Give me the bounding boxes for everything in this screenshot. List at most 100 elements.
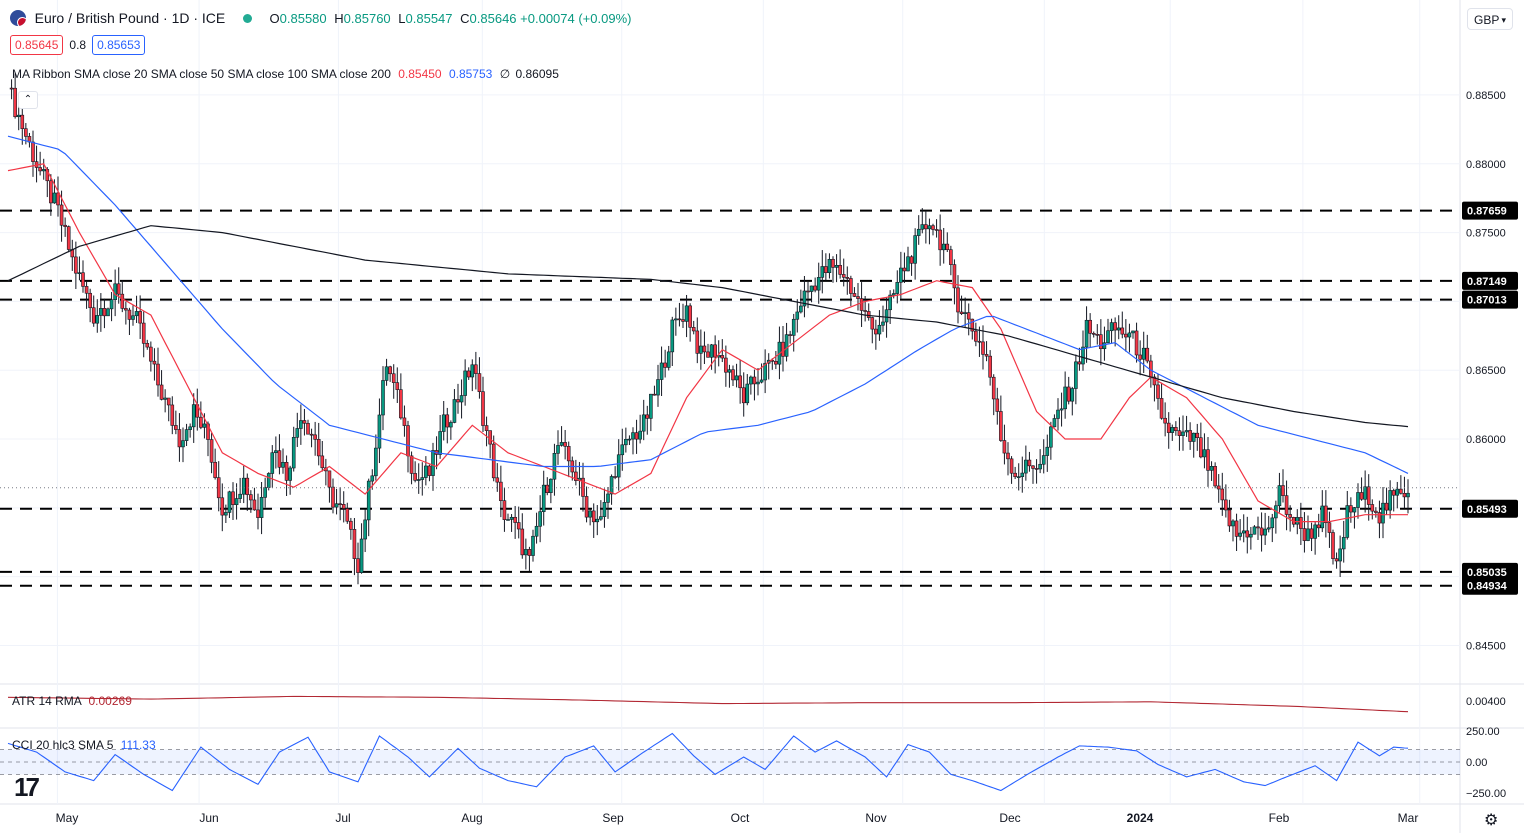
- candle: [1270, 513, 1275, 543]
- candle-body: [1181, 431, 1185, 436]
- candle-body: [106, 308, 110, 317]
- candle: [984, 341, 989, 362]
- candle-body: [1013, 472, 1017, 478]
- candle-body: [591, 510, 596, 523]
- level-badge: [1462, 576, 1518, 595]
- candle-body: [184, 429, 189, 441]
- candle: [1056, 398, 1060, 431]
- candle: [170, 396, 175, 435]
- candle: [481, 376, 485, 433]
- candle: [556, 430, 560, 465]
- sell-button[interactable]: 0.85645: [10, 35, 64, 55]
- candle-body: [1199, 437, 1203, 458]
- candle-body: [52, 192, 57, 204]
- candle-body: [259, 497, 264, 518]
- candle: [224, 504, 228, 524]
- candle: [1406, 479, 1410, 514]
- candle: [291, 426, 296, 472]
- candle: [106, 307, 110, 317]
- candle-body: [663, 362, 667, 368]
- time-tick-label: Dec: [999, 811, 1020, 825]
- candle-body: [77, 272, 82, 275]
- candle: [1213, 462, 1217, 489]
- candle-body: [141, 322, 146, 344]
- candle: [1095, 324, 1100, 345]
- atr-legend[interactable]: ATR 14 RMA 0.00269: [12, 694, 132, 708]
- candle: [1274, 500, 1278, 534]
- candle-body: [952, 264, 957, 289]
- candle-body: [884, 309, 889, 323]
- candle: [1174, 421, 1178, 436]
- candle-body: [95, 315, 100, 324]
- candle-body: [74, 256, 78, 274]
- candle-body: [63, 224, 67, 227]
- candle-body: [649, 393, 653, 419]
- candle: [63, 217, 67, 237]
- candle: [1195, 423, 1200, 451]
- candle-body: [684, 305, 689, 322]
- candle: [838, 249, 842, 279]
- buy-button[interactable]: 0.85653: [92, 35, 146, 55]
- change-value: +0.00074 (+0.09%): [520, 11, 632, 26]
- candle: [1395, 481, 1400, 509]
- candle-body: [1038, 463, 1042, 470]
- time-tick-label: Jul: [335, 811, 350, 825]
- candle-body: [20, 114, 25, 129]
- candle-body: [1127, 332, 1132, 338]
- candle-body: [1109, 322, 1114, 332]
- candle: [1220, 472, 1225, 516]
- candle-body: [163, 397, 167, 400]
- candle: [281, 448, 285, 474]
- candle: [431, 442, 435, 491]
- collapse-legend-button[interactable]: ⌃: [18, 91, 38, 109]
- candle: [974, 322, 978, 347]
- candle-body: [795, 311, 800, 320]
- candle: [524, 538, 528, 570]
- candle-body: [727, 369, 732, 373]
- candle: [1099, 319, 1103, 366]
- candle-body: [995, 398, 1000, 412]
- candle-body: [749, 376, 753, 385]
- candle: [738, 359, 742, 404]
- candle: [220, 483, 225, 532]
- candle-body: [277, 450, 282, 468]
- candle-body: [384, 366, 389, 381]
- level-badge: [1462, 271, 1518, 290]
- candle: [870, 316, 875, 344]
- candle-body: [774, 361, 778, 365]
- candle-body: [224, 512, 228, 516]
- candle: [956, 275, 960, 324]
- candle: [920, 208, 925, 234]
- candle-body: [59, 204, 64, 226]
- candle: [1077, 347, 1082, 371]
- candle: [427, 464, 432, 482]
- candle: [395, 367, 400, 404]
- candle-body: [734, 375, 739, 381]
- candle-body: [149, 346, 153, 362]
- candle-body: [949, 249, 953, 265]
- candle: [1206, 437, 1210, 487]
- gear-icon[interactable]: ⚙: [1484, 812, 1499, 829]
- candle: [477, 357, 482, 399]
- candle: [377, 398, 382, 464]
- candle: [677, 302, 682, 327]
- candle-body: [1063, 386, 1067, 410]
- candle-body: [299, 420, 303, 429]
- candle-body: [231, 491, 235, 506]
- candle: [234, 483, 239, 520]
- candle: [163, 389, 167, 413]
- candle: [949, 245, 953, 276]
- candle-body: [845, 277, 850, 279]
- currency-selector[interactable]: GBP ▾: [1467, 8, 1513, 30]
- market-status-icon: [242, 14, 252, 23]
- candle-body: [1231, 520, 1235, 527]
- candle-body: [545, 484, 550, 493]
- symbol-legend: Euro / British Pound · 1D · ICE O0.85580…: [10, 10, 631, 26]
- candle-body: [702, 345, 707, 353]
- symbol-title[interactable]: Euro / British Pound · 1D · ICE: [34, 10, 226, 26]
- candle-body: [599, 516, 603, 520]
- ma-ribbon-legend[interactable]: MA Ribbon SMA close 20 SMA close 50 SMA …: [12, 67, 559, 81]
- candle-body: [513, 516, 517, 523]
- cci-legend[interactable]: CCI 20 hlc3 SMA 5 111.33: [12, 738, 156, 752]
